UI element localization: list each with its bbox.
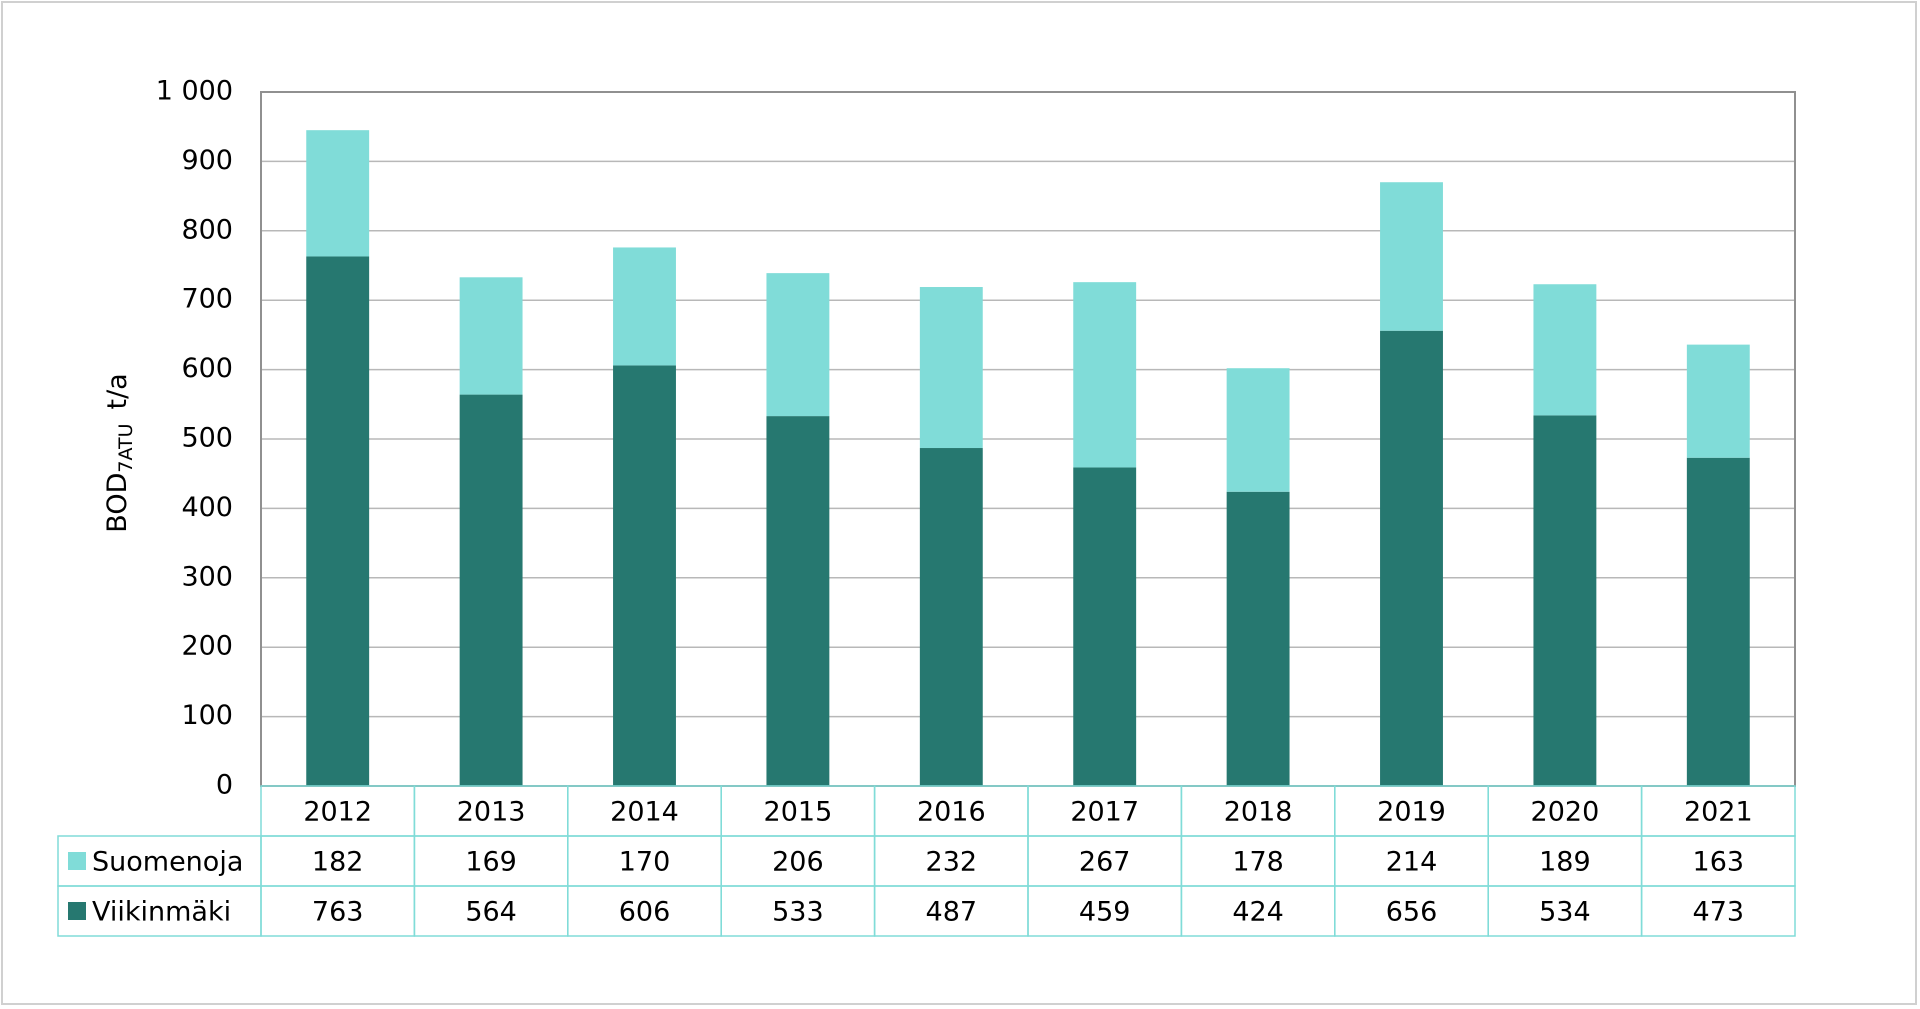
table-value: 606 [619, 897, 671, 928]
bar [1073, 282, 1137, 468]
bar [613, 247, 676, 366]
x-tick-label: 2021 [1684, 797, 1753, 828]
x-tick-label: 2016 [917, 797, 986, 828]
y-tick-label: 100 [181, 700, 233, 731]
bar [1380, 182, 1443, 331]
x-tick-label: 2019 [1377, 797, 1446, 828]
table-value: 656 [1386, 897, 1438, 928]
x-tick-label: 2013 [457, 797, 526, 828]
x-tick-label: 2020 [1531, 797, 1600, 828]
bar [613, 365, 676, 786]
bar [1686, 344, 1750, 458]
bar [1073, 467, 1137, 786]
y-axis-label: BOD7ATU t/a [102, 373, 137, 532]
table-value: 169 [465, 847, 517, 878]
bar [1226, 368, 1290, 492]
y-tick-label: 600 [181, 353, 233, 384]
x-tick-label: 2017 [1070, 797, 1139, 828]
table-value: 533 [772, 897, 824, 928]
table-value: 267 [1079, 847, 1131, 878]
table-value: 214 [1386, 847, 1438, 878]
table-value: 178 [1232, 847, 1284, 878]
legend-swatch [68, 852, 86, 870]
y-tick-label: 300 [181, 561, 233, 592]
x-tick-label: 2012 [303, 797, 372, 828]
table-value: 163 [1693, 847, 1745, 878]
table-value: 487 [926, 897, 978, 928]
x-tick-label: 2014 [610, 797, 679, 828]
y-tick-label: 900 [181, 145, 233, 176]
table-value: 170 [619, 847, 671, 878]
bar [306, 130, 370, 257]
bar [919, 287, 983, 449]
y-tick-label: 500 [181, 423, 233, 454]
bar [1533, 415, 1597, 786]
bar [1533, 284, 1597, 416]
bar [1380, 330, 1443, 786]
bar [766, 273, 830, 417]
table-value: 182 [312, 847, 364, 878]
table-value: 232 [926, 847, 978, 878]
y-tick-label: 400 [181, 492, 233, 523]
table-value: 473 [1693, 897, 1745, 928]
table-value: 564 [465, 897, 517, 928]
table-value: 763 [312, 897, 364, 928]
y-tick-label: 0 [216, 770, 233, 801]
table-value: 424 [1232, 897, 1284, 928]
y-label-main: BOD [102, 473, 133, 533]
bar [459, 394, 523, 786]
y-tick-label: 800 [181, 214, 233, 245]
bar [766, 416, 830, 786]
bar [1686, 457, 1750, 786]
y-tick-label: 200 [181, 631, 233, 662]
y-tick-label: 1 000 [156, 76, 233, 107]
x-tick-label: 2015 [764, 797, 833, 828]
table-value: 459 [1079, 897, 1131, 928]
bar [919, 448, 983, 786]
bar [1226, 491, 1290, 786]
y-tick-label: 700 [181, 284, 233, 315]
table-cell [57, 885, 262, 937]
table-value: 534 [1539, 897, 1591, 928]
table-value: 189 [1539, 847, 1591, 878]
bar [306, 256, 370, 786]
y-label-unit: t/a [102, 373, 133, 409]
legend-swatch [68, 902, 86, 920]
table-value: 206 [772, 847, 824, 878]
x-tick-label: 2018 [1224, 797, 1293, 828]
legend-label: Suomenoja [92, 847, 243, 878]
legend-label: Viikinmäki [92, 897, 231, 928]
y-label-sub: 7ATU [115, 424, 137, 473]
bar [459, 277, 523, 395]
table-cell [1640, 885, 1796, 937]
